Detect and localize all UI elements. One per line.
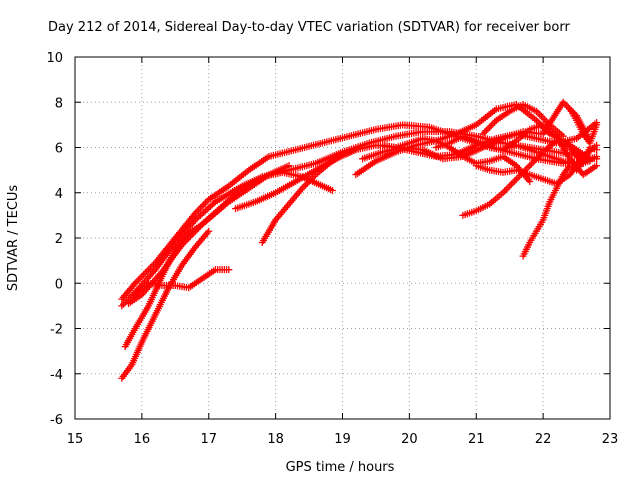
data-point xyxy=(285,162,293,170)
data-point xyxy=(200,208,208,216)
data-point xyxy=(593,121,601,129)
data-point xyxy=(210,199,218,207)
data-point xyxy=(205,227,213,235)
data-point xyxy=(593,162,601,170)
x-tick-label: 23 xyxy=(602,432,619,447)
data-point xyxy=(201,207,209,215)
series-track-r xyxy=(506,141,587,167)
data-point xyxy=(196,211,204,219)
x-tick-label: 18 xyxy=(267,432,284,447)
x-tick-label: 20 xyxy=(401,432,418,447)
data-point xyxy=(526,177,534,185)
series-track-o xyxy=(379,134,534,185)
y-tick-label: -4 xyxy=(50,368,63,383)
data-point xyxy=(579,157,587,165)
y-tick-label: 6 xyxy=(55,142,63,157)
data-point xyxy=(198,210,206,218)
data-point xyxy=(205,204,213,212)
data-point xyxy=(593,153,601,161)
y-tick-label: 8 xyxy=(55,96,63,111)
data-point xyxy=(559,132,567,140)
x-tick-label: 17 xyxy=(200,432,217,447)
y-axis-label: SDTVAR / TECUs xyxy=(6,185,21,292)
x-tick-label: 16 xyxy=(134,432,151,447)
data-point xyxy=(225,266,233,274)
axis-ticks: 15 16 17 18 19 20 21 22 23 -6 -4 -2 0 2 4 6 8 10 xyxy=(46,51,618,447)
data-point xyxy=(203,205,211,213)
data-point xyxy=(193,214,201,222)
data-point xyxy=(208,201,216,209)
y-tick-label: 0 xyxy=(55,277,63,292)
chart-title: Day 212 of 2014, Sidereal Day-to-day VTE… xyxy=(48,20,570,35)
data-point xyxy=(328,186,336,194)
data-marks xyxy=(118,98,601,382)
series-track-p xyxy=(479,101,567,140)
x-tick-label: 22 xyxy=(535,432,552,447)
data-point xyxy=(593,141,601,149)
y-tick-label: -2 xyxy=(50,323,63,338)
x-tick-label: 19 xyxy=(334,432,351,447)
x-tick-label: 21 xyxy=(468,432,485,447)
y-tick-label: 4 xyxy=(55,187,63,202)
y-tick-label: 10 xyxy=(46,51,63,66)
series-track-f xyxy=(131,266,233,299)
series-track-q xyxy=(566,105,601,147)
y-tick-label: 2 xyxy=(55,232,63,247)
series-track-d xyxy=(121,162,293,351)
y-tick-label: -6 xyxy=(50,413,63,428)
x-axis-label: GPS time / hours xyxy=(286,460,395,475)
series-track-n xyxy=(472,141,601,188)
data-point xyxy=(195,213,203,221)
data-point xyxy=(206,202,214,210)
x-tick-label: 15 xyxy=(67,432,84,447)
